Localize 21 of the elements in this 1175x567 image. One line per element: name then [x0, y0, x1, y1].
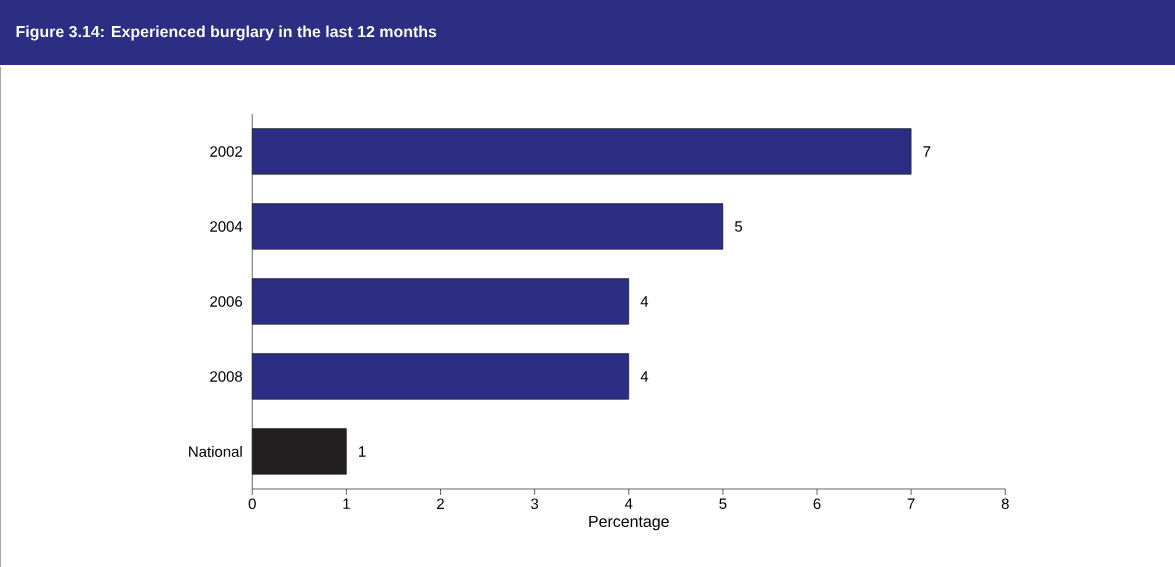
x-tick-label: 6 — [813, 498, 821, 510]
y-tick-label: 2004 — [210, 221, 243, 232]
data-label: 1 — [359, 446, 366, 457]
y-tick-label: 2002 — [210, 146, 242, 157]
y-tick-label: 2008 — [210, 371, 243, 382]
x-tick-label: 7 — [907, 498, 915, 509]
data-label: 5 — [735, 221, 743, 232]
data-label: 4 — [640, 296, 649, 307]
data-label: 4 — [640, 371, 649, 382]
x-axis-title: Percentage — [589, 515, 669, 531]
x-tick-label: 2 — [437, 498, 444, 509]
y-tick-label: 2006 — [210, 296, 243, 307]
x-tick-label: 1 — [343, 498, 350, 509]
y-tick-label: National — [189, 446, 242, 457]
x-tick-label: 3 — [531, 498, 539, 510]
chart-title: Figure 3.14: Experienced burglary in the last 12 months — [16, 25, 437, 41]
x-tick-label: 8 — [1001, 498, 1009, 510]
x-tick-label: 5 — [719, 498, 727, 509]
data-label: 7 — [923, 146, 931, 157]
x-tick-label: 0 — [248, 498, 256, 510]
x-tick-label: 4 — [624, 498, 633, 509]
